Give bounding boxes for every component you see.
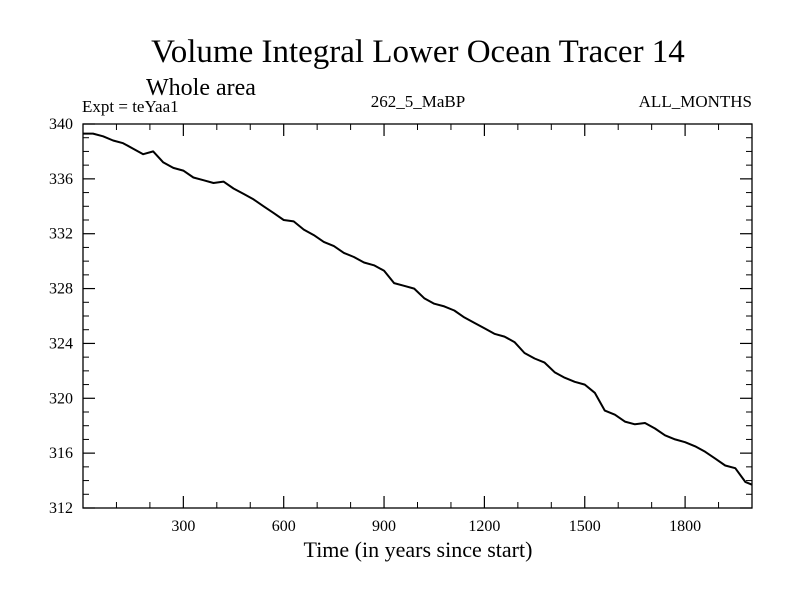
x-axis-tick-labels: 300 600 900 1200 1500 1800 [171,518,701,535]
chart-title: Volume Integral Lower Ocean Tracer 14 [151,34,685,70]
y-tick-label: 332 [49,226,73,243]
x-axis-label: Time (in years since start) [304,537,533,562]
x-axis-ticks [115,124,720,508]
experiment-label: Expt = teYaa1 [82,97,179,116]
y-tick-label: 312 [49,500,73,517]
chart-subtitle: Whole area [146,75,256,101]
y-tick-label: 336 [49,171,73,188]
x-tick-label: 1500 [569,518,601,535]
y-axis-tick-labels: 312 316 320 324 328 332 336 340 [49,116,73,517]
plot-frame [82,123,753,509]
y-tick-label: 328 [49,281,73,298]
y-axis-ticks [83,123,752,509]
period-label: 262_5_MaBP [371,92,465,111]
x-tick-label: 300 [171,518,195,535]
series-line [83,132,753,486]
x-tick-label: 600 [272,518,296,535]
y-tick-label: 340 [49,116,73,133]
x-tick-label: 900 [372,518,396,535]
y-tick-label: 320 [49,390,73,407]
x-tick-label: 1200 [468,518,500,535]
x-tick-label: 1800 [669,518,701,535]
months-label: ALL_MONTHS [639,92,752,111]
y-tick-label: 316 [49,445,73,462]
y-tick-label: 324 [49,335,73,352]
